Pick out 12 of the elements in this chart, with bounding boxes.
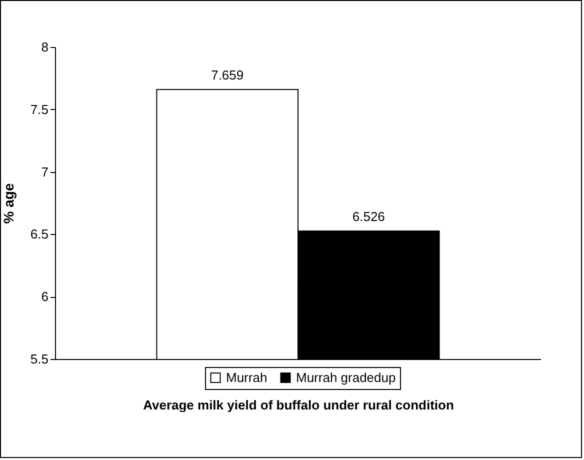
x-axis-title: Average milk yield of buffalo under rural condition: [143, 398, 454, 412]
data-label: 7.659: [211, 68, 244, 83]
y-axis-title: % age: [0, 183, 16, 224]
y-tick-label: 6.5: [30, 226, 48, 242]
y-tick-label: 6: [41, 289, 48, 304]
y-tick-label: 7.5: [30, 102, 48, 117]
legend-label: Murrah: [226, 370, 268, 385]
y-tick-label: 8: [41, 40, 48, 54]
legend-label: Murrah gradedup: [296, 370, 396, 385]
y-tick-label: 7: [41, 164, 48, 180]
data-label: 6.526: [352, 208, 385, 224]
y-tick-label: 5.5: [30, 352, 48, 366]
